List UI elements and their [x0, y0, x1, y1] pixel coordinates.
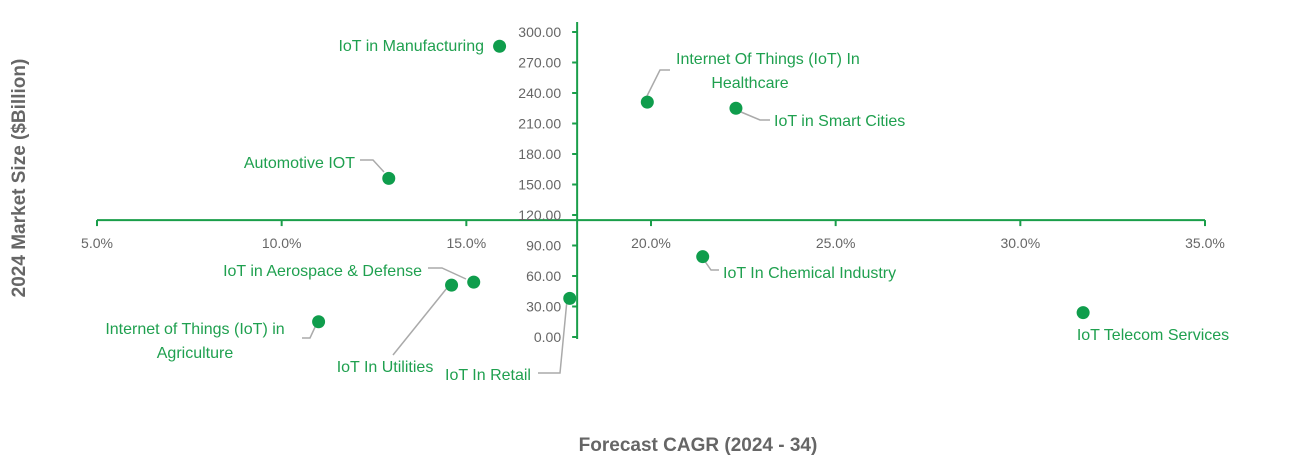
data-label: Agriculture	[157, 345, 234, 362]
x-tick-label: 5.0%	[81, 235, 113, 251]
y-axis-title: 2024 Market Size ($Billion)	[9, 59, 30, 298]
data-label: Internet of Things (IoT) in	[105, 321, 284, 338]
data-point	[445, 278, 459, 292]
data-point	[563, 291, 577, 305]
data-point	[312, 315, 326, 329]
leader-line	[740, 111, 770, 121]
x-tick-label: 15.0%	[446, 235, 486, 251]
leader-line	[392, 287, 448, 356]
data-label: Healthcare	[711, 75, 788, 92]
x-tick-label: 25.0%	[816, 235, 856, 251]
data-label: IoT Telecom Services	[1077, 327, 1229, 344]
x-tick-label: 35.0%	[1185, 235, 1225, 251]
x-tick-label: 30.0%	[1000, 235, 1040, 251]
y-tick-label: 60.00	[526, 268, 561, 284]
data-point	[382, 171, 396, 185]
y-tick-label: 120.00	[518, 207, 561, 223]
y-tick-label: 300.00	[518, 24, 561, 40]
data-label: IoT In Retail	[445, 367, 531, 384]
y-tick-label: 270.00	[518, 55, 561, 71]
data-label: IoT in Smart Cities	[774, 113, 905, 130]
data-label: IoT in Aerospace & Defense	[223, 263, 422, 280]
data-point	[640, 95, 654, 109]
x-tick-label: 20.0%	[631, 235, 671, 251]
data-label: Automotive IOT	[244, 155, 355, 172]
data-label: IoT In Utilities	[337, 359, 434, 376]
data-point	[493, 39, 507, 53]
y-tick-label: 30.00	[526, 299, 561, 315]
leader-line	[538, 299, 568, 374]
y-tick-label: 0.00	[534, 329, 561, 345]
leader-line	[428, 267, 467, 280]
data-label: Internet Of Things (IoT) In	[676, 51, 860, 68]
leader-line	[360, 159, 385, 173]
y-tick-label: 90.00	[526, 238, 561, 254]
data-point	[1076, 306, 1090, 320]
data-point	[729, 101, 743, 115]
leader-line	[645, 69, 670, 99]
leader-line	[703, 259, 719, 271]
y-tick-label: 240.00	[518, 85, 561, 101]
data-point	[467, 275, 481, 289]
data-label: IoT In Chemical Industry	[723, 265, 896, 282]
y-tick-label: 150.00	[518, 177, 561, 193]
x-axis-title: Forecast CAGR (2024 - 34)	[579, 435, 818, 456]
y-tick-label: 180.00	[518, 146, 561, 162]
leader-line	[302, 324, 317, 339]
y-tick-label: 210.00	[518, 116, 561, 132]
x-tick-label: 10.0%	[262, 235, 302, 251]
data-point	[696, 250, 710, 264]
data-label: IoT in Manufacturing	[338, 38, 484, 55]
